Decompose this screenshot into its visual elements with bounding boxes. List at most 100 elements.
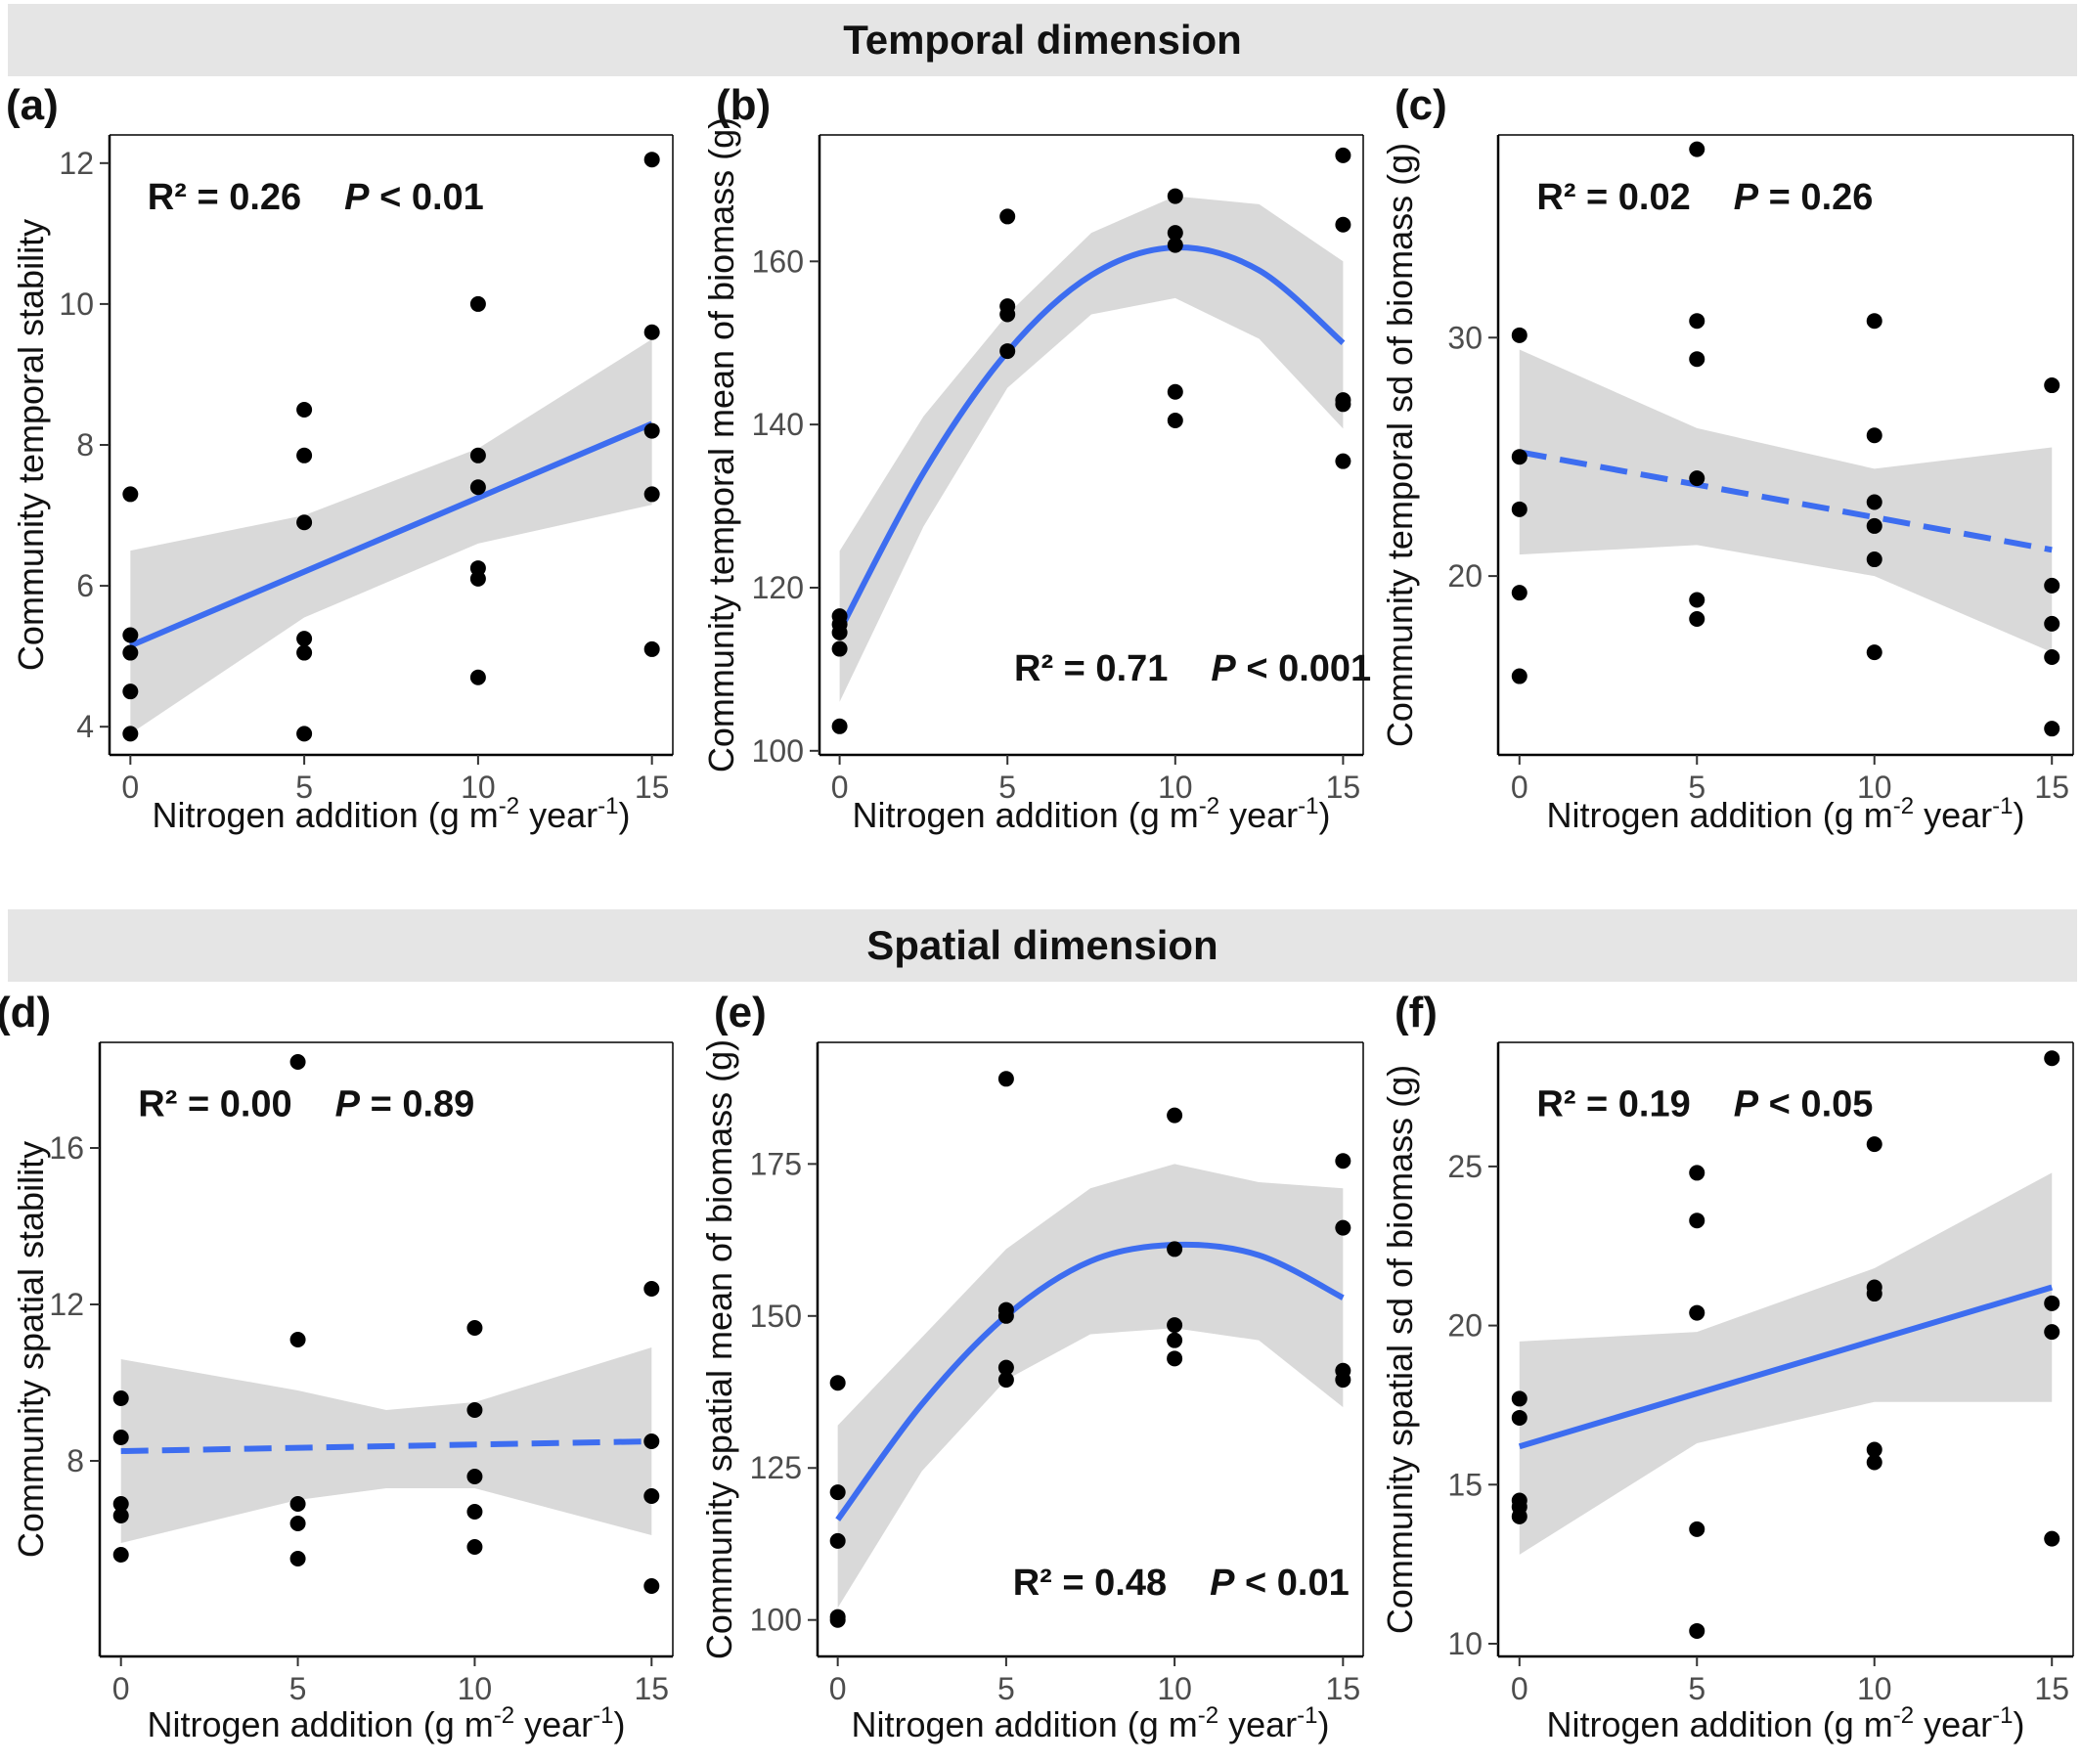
panel-1: (b) 0 5 10 15 100 120 140 160 Nitrogen addition (…	[701, 81, 1371, 835]
data-point-5-1	[1511, 1409, 1528, 1426]
data-point-0-12	[469, 447, 486, 463]
y-tick-label-4-1: 125	[750, 1450, 802, 1485]
y-tick-label-1-3: 160	[752, 243, 804, 279]
data-point-2-3	[1511, 585, 1528, 601]
x-tick-label-5-1: 5	[1688, 1671, 1705, 1706]
x-tick-label-4-3: 15	[1326, 1671, 1361, 1706]
x-tick-label-4-0: 0	[829, 1671, 847, 1706]
data-point-3-11	[466, 1402, 483, 1418]
fit-line-1	[836, 244, 1346, 633]
x-tick-label-3-3: 15	[634, 1671, 669, 1706]
data-point-1-17	[1335, 396, 1351, 413]
fit-line-5	[1518, 1284, 2054, 1450]
temporal-strip-title: Temporal dimension	[843, 17, 1242, 63]
x-tick-label-3-0: 0	[112, 1671, 130, 1706]
y-tick-label-3-1: 12	[49, 1287, 84, 1322]
stats-label-1: R² = 0.71 P < 0.001	[1014, 648, 1371, 689]
data-point-2-10	[1689, 611, 1705, 628]
y-tick-label-2-1: 30	[1447, 320, 1483, 355]
y-axis-label-3: Community spatial stability	[11, 1141, 51, 1558]
data-point-2-18	[2044, 577, 2060, 594]
y-tick-label-4-2: 150	[750, 1299, 802, 1334]
panel-0: (a) 0 5 10 15 4 6 8 10 12 Nitrogen addition (g m-2…	[6, 81, 674, 835]
data-point-0-9	[296, 644, 313, 661]
x-tick-label-4-2: 10	[1157, 1671, 1192, 1706]
data-point-4-15	[1335, 1153, 1351, 1169]
fit-line-2	[1519, 449, 2053, 553]
data-point-0-7	[296, 514, 313, 531]
data-point-4-5	[997, 1071, 1014, 1087]
x-tick-label-0-0: 0	[121, 770, 139, 805]
data-point-2-13	[1866, 494, 1882, 510]
data-point-2-15	[1866, 551, 1882, 568]
data-point-4-14	[1167, 1350, 1183, 1367]
panel-label-1: (b)	[716, 81, 771, 129]
y-tick-label-2-0: 20	[1447, 558, 1483, 594]
data-point-4-13	[1167, 1332, 1183, 1348]
x-tick-label-2-3: 15	[2034, 770, 2069, 805]
y-tick-label-0-2: 8	[76, 427, 94, 463]
y-axis-label-4: Community spatial mean of biomass (g)	[699, 1039, 739, 1659]
data-point-0-6	[296, 447, 313, 463]
data-point-3-10	[466, 1320, 483, 1336]
data-point-4-1	[829, 1484, 846, 1501]
fit-line-3	[120, 1438, 652, 1454]
y-tick-label-1-0: 100	[752, 733, 804, 769]
y-tick-label-0-4: 12	[59, 146, 94, 181]
stats-label-4: R² = 0.48 P < 0.01	[1013, 1563, 1350, 1604]
panel-label-4: (e)	[714, 989, 767, 1036]
data-point-2-4	[1511, 668, 1528, 684]
data-point-4-10	[1167, 1107, 1183, 1124]
stats-label-3: R² = 0.00 P = 0.89	[138, 1083, 474, 1125]
data-point-3-1	[112, 1430, 129, 1445]
data-point-0-20	[643, 486, 660, 503]
data-point-2-19	[2044, 615, 2060, 632]
x-tick-label-5-0: 0	[1511, 1671, 1528, 1706]
data-point-5-0	[1511, 1390, 1528, 1407]
ci-band-5	[1519, 1172, 2053, 1555]
data-point-5-8	[1689, 1521, 1705, 1537]
y-axis-label-1: Community temporal mean of biomass (g)	[701, 117, 741, 772]
data-point-1-10	[1167, 225, 1183, 242]
data-point-1-7	[999, 306, 1016, 323]
data-point-3-17	[643, 1488, 660, 1504]
data-point-1-11	[1167, 237, 1183, 253]
data-point-3-8	[289, 1516, 306, 1531]
data-point-1-2	[831, 624, 848, 640]
data-point-2-0	[1511, 327, 1528, 343]
data-point-4-8	[997, 1359, 1014, 1376]
data-point-3-16	[643, 1433, 660, 1449]
fit-line-4	[835, 1241, 1345, 1521]
data-point-5-13	[1866, 1441, 1882, 1458]
data-point-0-10	[296, 726, 313, 742]
y-tick-label-1-1: 120	[752, 570, 804, 605]
x-tick-label-3-2: 10	[458, 1671, 493, 1706]
x-tick-label-4-1: 5	[997, 1671, 1015, 1706]
x-tick-label-3-1: 5	[289, 1671, 307, 1706]
panel-label-5: (f)	[1395, 989, 1438, 1036]
data-point-3-9	[289, 1551, 306, 1566]
x-axis-label-3: Nitrogen addition (g m-2 year-1)	[148, 1702, 626, 1744]
x-axis-label-5: Nitrogen addition (g m-2 year-1)	[1547, 1702, 2025, 1744]
data-point-1-13	[1167, 412, 1183, 428]
x-tick-label-5-3: 15	[2034, 1671, 2069, 1706]
data-point-0-16	[469, 669, 486, 685]
data-point-0-0	[122, 486, 139, 503]
data-point-2-21	[2044, 721, 2060, 737]
data-point-5-16	[2044, 1295, 2060, 1311]
data-point-5-18	[2044, 1530, 2060, 1547]
data-point-3-13	[466, 1504, 483, 1520]
y-axis-label-2: Community temporal sd of biomass (g)	[1380, 143, 1420, 747]
data-point-5-4	[1511, 1508, 1528, 1524]
data-point-0-19	[643, 422, 660, 439]
data-point-0-13	[469, 479, 486, 496]
y-tick-label-5-1: 15	[1447, 1467, 1483, 1502]
data-point-1-15	[1335, 216, 1351, 233]
data-point-1-5	[999, 208, 1016, 225]
y-axis-label-0: Community temporal stability	[11, 219, 51, 671]
x-tick-label-1-2: 10	[1158, 770, 1193, 805]
x-tick-label-5-2: 10	[1857, 1671, 1892, 1706]
panel-3: (d) 0 5 10 15 8 12 16 Nitrogen addition (g m-2 y…	[0, 989, 674, 1744]
data-point-4-7	[997, 1307, 1014, 1324]
